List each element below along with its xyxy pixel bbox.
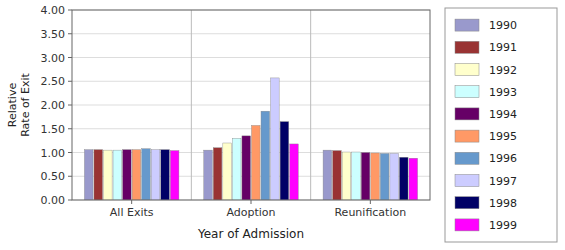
- y-tick: [68, 200, 72, 201]
- legend-swatch: [455, 152, 479, 164]
- legend-label: 1991: [489, 41, 517, 54]
- legend-swatch: [455, 197, 479, 209]
- legend-swatch: [455, 108, 479, 120]
- legend-label: 1990: [489, 19, 517, 32]
- grid-line: [72, 57, 430, 58]
- bar: [113, 150, 122, 200]
- bar: [371, 153, 380, 200]
- x-tick: [251, 200, 252, 204]
- group-separator: [191, 10, 192, 200]
- legend-label: 1999: [489, 219, 517, 232]
- legend-swatch: [455, 86, 479, 98]
- y-tick: [68, 81, 72, 82]
- y-axis-label: RelativeRate of Exit: [6, 72, 32, 136]
- x-tick-label: All Exits: [110, 206, 154, 219]
- grid-line: [72, 81, 430, 82]
- y-tick: [68, 57, 72, 58]
- bar: [170, 151, 179, 200]
- bar: [151, 150, 160, 200]
- bar: [104, 150, 113, 200]
- y-tick-label: 3.50: [41, 28, 66, 41]
- y-tick-label: 4.00: [41, 4, 66, 17]
- y-tick-label: 1.00: [41, 147, 66, 160]
- x-axis-label: Year of Admission: [197, 227, 304, 241]
- plot-frame: [72, 10, 430, 200]
- bar: [352, 152, 361, 200]
- grid-line: [72, 105, 430, 106]
- x-tick-label: Adoption: [226, 206, 275, 219]
- bar: [380, 153, 389, 200]
- legend-swatch: [455, 64, 479, 76]
- bar: [271, 78, 280, 200]
- bar: [390, 153, 399, 200]
- bar: [280, 122, 289, 200]
- y-axis-label-line: Relative: [6, 83, 19, 128]
- legend-label: 1995: [489, 130, 517, 143]
- legend-label: 1998: [489, 197, 517, 210]
- bar: [323, 150, 332, 200]
- y-tick-label: 0.50: [41, 170, 66, 183]
- y-tick: [68, 128, 72, 129]
- chart: 0.00 0.50 1.00 1.50 2.00 2.50 3.00 3.50 4.00 All …: [0, 0, 565, 250]
- x-tick: [131, 200, 132, 204]
- bar: [290, 144, 299, 200]
- bar: [333, 151, 342, 200]
- y-tick-label: 3.00: [41, 52, 66, 65]
- bar: [94, 150, 103, 200]
- y-axis-label-line: Rate of Exit: [19, 72, 32, 136]
- y-tick: [68, 10, 72, 11]
- bar: [409, 158, 418, 200]
- grid-line: [72, 33, 430, 34]
- bar: [361, 153, 370, 201]
- bar: [232, 138, 241, 200]
- bar: [251, 125, 260, 200]
- bar: [204, 150, 213, 200]
- bar: [399, 157, 408, 200]
- bar: [213, 148, 222, 200]
- legend-swatch: [455, 130, 479, 142]
- y-tick-label: 2.00: [41, 99, 66, 112]
- y-tick-label: 0.00: [41, 194, 66, 207]
- y-tick: [68, 33, 72, 34]
- legend-label: 1992: [489, 64, 517, 77]
- grid: [72, 10, 430, 200]
- legend-box: [445, 8, 557, 242]
- bar: [132, 150, 141, 200]
- y-tick-label: 1.50: [41, 123, 66, 136]
- bar: [223, 143, 232, 200]
- bars: [84, 78, 417, 200]
- bar: [242, 136, 251, 200]
- bar: [142, 149, 151, 200]
- legend-label: 1997: [489, 175, 517, 188]
- bar: [123, 150, 132, 200]
- group-separator: [310, 10, 311, 200]
- x-tick: [370, 200, 371, 204]
- bar: [342, 152, 351, 200]
- legend-label: 1996: [489, 152, 517, 165]
- legend-swatch: [455, 41, 479, 53]
- grid-line: [72, 128, 430, 129]
- legend: 1990 1991 1992 1993 1994 1995 1996 1997 1998 1999: [445, 8, 557, 242]
- y-tick: [68, 176, 72, 177]
- legend-label: 1993: [489, 86, 517, 99]
- legend-swatch: [455, 175, 479, 187]
- legend-swatch: [455, 219, 479, 231]
- legend-label: 1994: [489, 108, 517, 121]
- y-tick-label: 2.50: [41, 75, 66, 88]
- x-tick-label: Reunification: [334, 206, 406, 219]
- bar: [261, 111, 270, 200]
- legend-swatch: [455, 19, 479, 31]
- y-tick: [68, 105, 72, 106]
- bar: [161, 150, 170, 200]
- y-tick: [68, 152, 72, 153]
- bar: [84, 150, 93, 200]
